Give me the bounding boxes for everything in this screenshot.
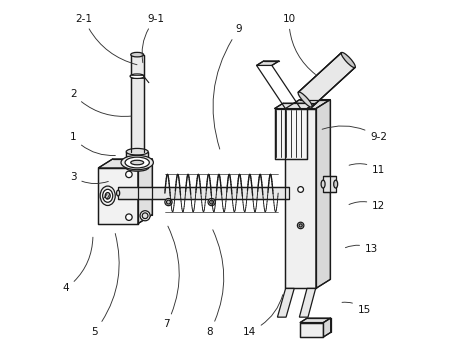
Polygon shape [298,53,355,107]
Polygon shape [277,288,294,317]
Ellipse shape [298,187,304,192]
Text: 13: 13 [345,244,378,254]
Polygon shape [126,152,148,168]
Ellipse shape [100,186,115,205]
Polygon shape [323,176,336,192]
Ellipse shape [126,148,148,155]
Ellipse shape [341,52,355,68]
Polygon shape [285,109,316,288]
Ellipse shape [321,180,325,188]
Text: 1: 1 [70,132,115,156]
Text: 9: 9 [213,25,242,149]
Polygon shape [316,100,330,288]
Ellipse shape [131,160,144,165]
Text: 3: 3 [70,172,108,184]
Polygon shape [98,159,152,168]
Ellipse shape [165,199,172,206]
Ellipse shape [166,200,171,204]
Polygon shape [257,61,279,65]
Polygon shape [138,159,152,224]
Text: 2-1: 2-1 [76,14,137,65]
Text: 9-2: 9-2 [322,126,387,142]
Ellipse shape [126,165,148,171]
Ellipse shape [208,199,215,206]
Ellipse shape [140,211,150,221]
Text: 8: 8 [206,230,224,336]
Text: 10: 10 [282,14,315,74]
Text: 5: 5 [92,234,119,336]
Ellipse shape [299,224,302,227]
Polygon shape [285,100,330,109]
Ellipse shape [210,200,213,204]
Text: 4: 4 [63,237,93,293]
Ellipse shape [298,222,304,229]
Polygon shape [300,318,331,322]
Polygon shape [299,288,316,317]
Ellipse shape [117,190,120,196]
Polygon shape [98,168,138,224]
Ellipse shape [121,155,153,170]
Polygon shape [300,322,323,337]
Polygon shape [323,318,331,337]
Text: 7: 7 [164,226,179,329]
Ellipse shape [298,92,312,107]
Ellipse shape [125,171,132,178]
Polygon shape [274,103,315,109]
Ellipse shape [125,214,132,221]
Ellipse shape [334,180,337,188]
Text: 15: 15 [342,302,371,315]
Polygon shape [274,109,307,159]
Text: 14: 14 [243,295,283,336]
Ellipse shape [102,189,113,202]
Text: 12: 12 [349,201,385,211]
Ellipse shape [125,157,149,168]
Ellipse shape [105,192,110,199]
Text: 2: 2 [70,89,132,117]
Ellipse shape [130,74,144,78]
Text: 9-1: 9-1 [142,14,164,63]
Ellipse shape [131,52,144,57]
Polygon shape [118,187,289,199]
Ellipse shape [142,213,148,219]
Text: 11: 11 [349,164,385,175]
Polygon shape [131,55,144,152]
